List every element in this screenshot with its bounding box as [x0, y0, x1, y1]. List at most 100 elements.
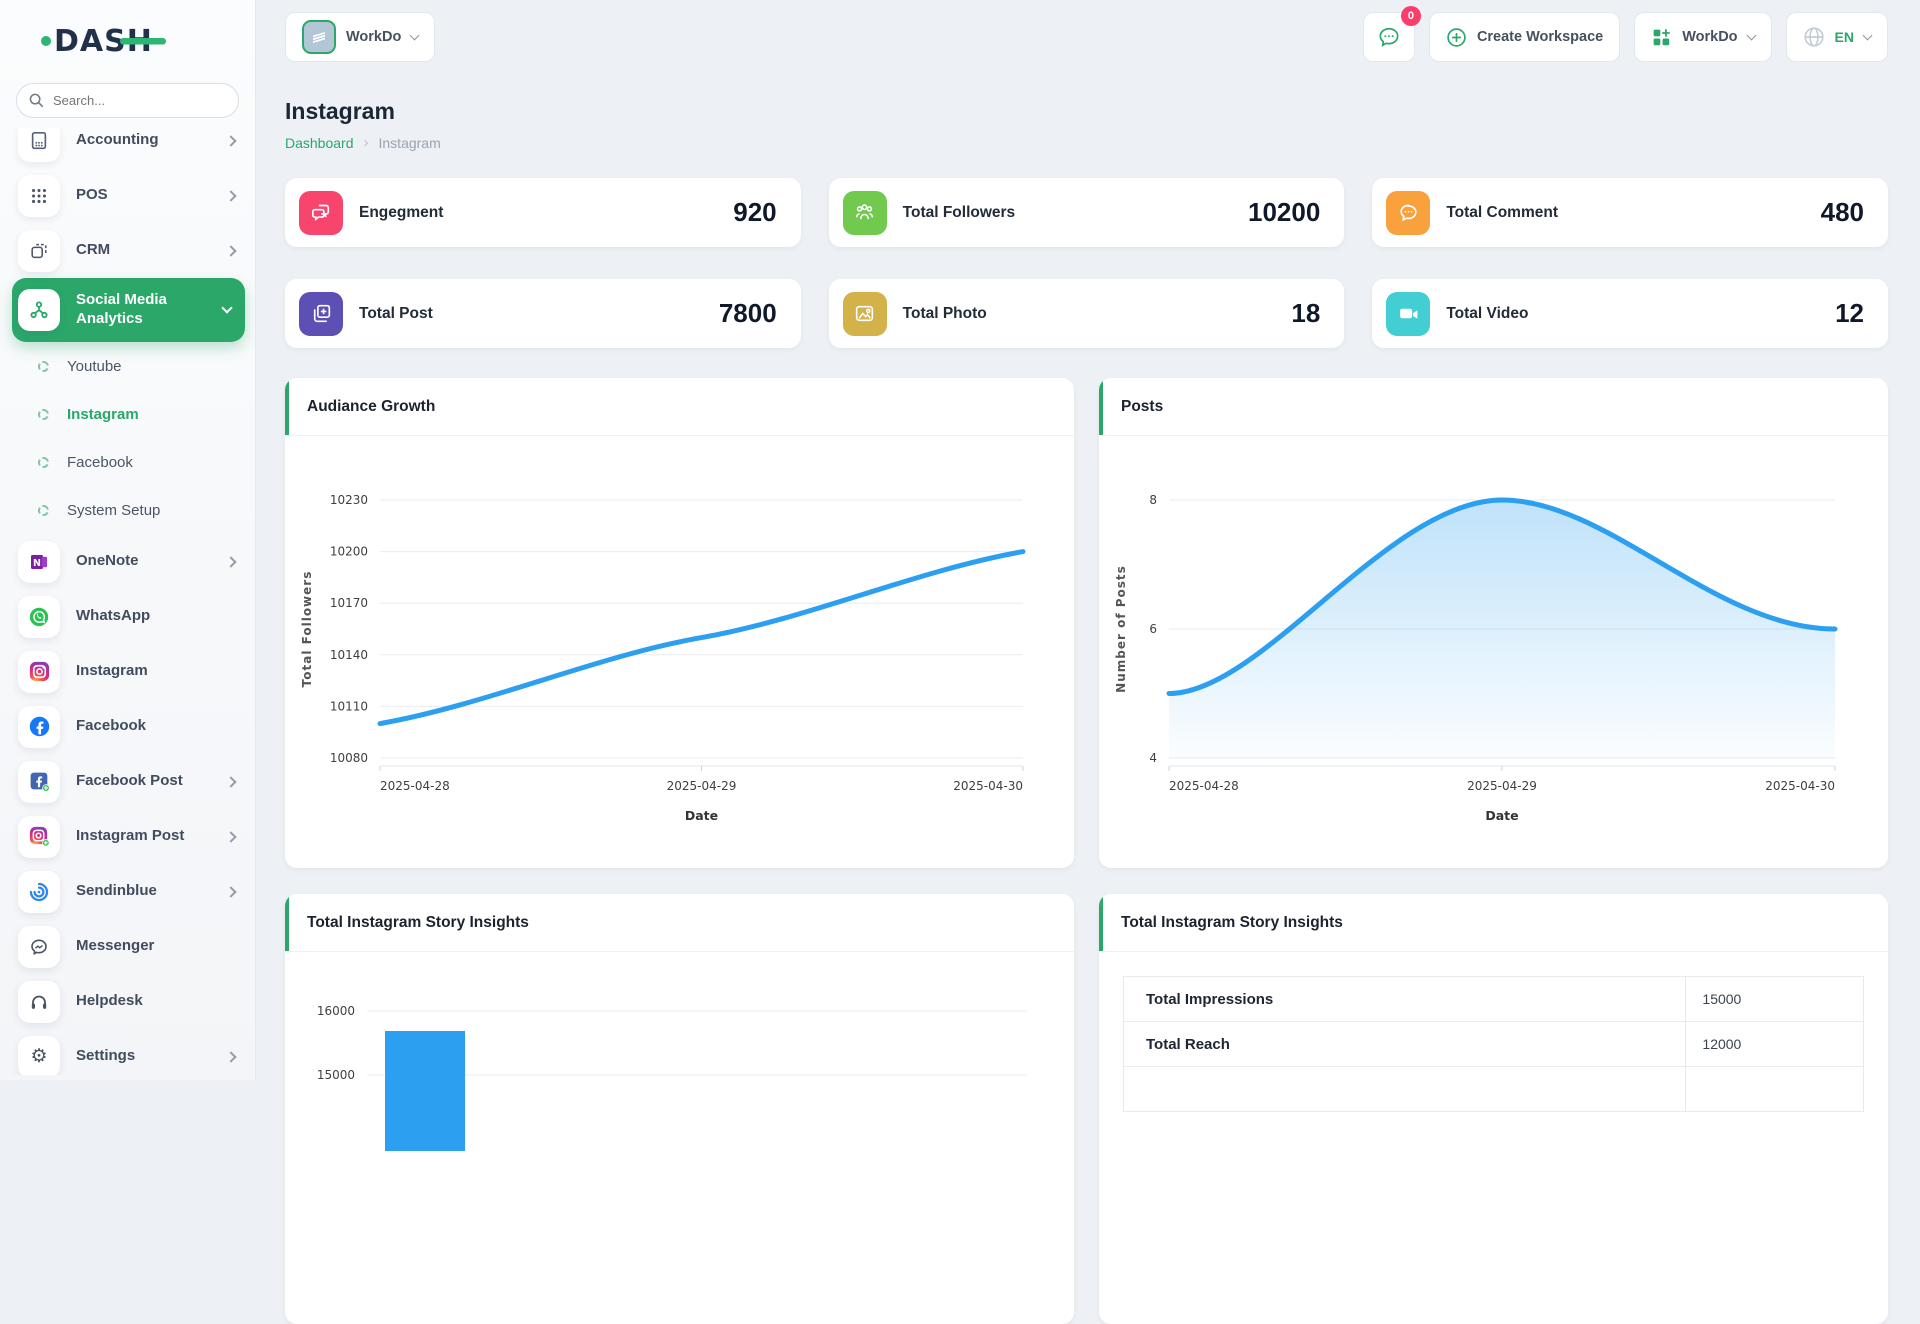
notifications-button[interactable]: 0: [1362, 6, 1421, 62]
sidebar-item-label: WhatsApp: [76, 607, 151, 625]
sidebar-item-instagram-post[interactable]: Instagram Post: [12, 809, 245, 864]
sidebar-subitem-system-setup[interactable]: System Setup: [12, 486, 245, 534]
stat-value: 12: [1835, 298, 1864, 328]
stat-label: Total Video: [1446, 304, 1529, 322]
svg-text:2025-04-30: 2025-04-30: [953, 779, 1023, 793]
svg-text:10140: 10140: [330, 648, 368, 662]
language-code: EN: [1834, 29, 1854, 45]
instagram-icon: [18, 650, 60, 693]
posts-header: Posts: [1099, 378, 1888, 436]
chevron-right-icon: [225, 555, 237, 568]
posts-area-chart[interactable]: 4 6 8 2025-04-28 2025-04-29 2025-04-30 Date Num…: [1099, 436, 1888, 841]
chevron-right-icon: [225, 775, 237, 788]
stat-label: Total Post: [359, 304, 433, 322]
notification-badge: 0: [1400, 6, 1421, 26]
insight-metric: Total Impressions: [1122, 976, 1687, 1022]
chevron-right-icon: [225, 134, 237, 147]
sidebar-item-instagram[interactable]: Instagram: [12, 644, 245, 699]
chevron-down-icon: [221, 302, 233, 314]
page-title: Instagram: [285, 98, 395, 124]
video-icon: [1386, 291, 1431, 336]
sidebar-item-label: Instagram: [76, 662, 148, 680]
circle-plus-icon: [1446, 27, 1467, 48]
breadcrumb-separator: ›: [363, 134, 369, 151]
main-content: WorkDo 0 Create Workspace WorkDo: [255, 0, 1920, 1324]
sidebar-subitem-label: System Setup: [67, 501, 161, 519]
sidebar-item-whatsapp[interactable]: WhatsApp: [12, 589, 245, 644]
svg-text:2025-04-28: 2025-04-28: [1169, 779, 1239, 793]
story-insights-table-card: Total Instagram Story Insights Total Imp…: [1099, 894, 1888, 1324]
workspace-name: WorkDo: [346, 29, 402, 45]
sidebar-item-label: Facebook Post: [76, 772, 183, 790]
workspace-menu-button[interactable]: WorkDo: [1634, 12, 1772, 62]
svg-text:10230: 10230: [330, 493, 368, 507]
svg-text:Date: Date: [1485, 808, 1518, 823]
sidebar-item-settings[interactable]: ⚙ Settings: [12, 1029, 245, 1075]
sidebar-subitem-instagram[interactable]: Instagram: [12, 390, 245, 438]
dashed-circle-icon: [38, 360, 49, 372]
sidebar-subitem-youtube[interactable]: Youtube: [12, 342, 245, 390]
sidebar-item-accounting[interactable]: Accounting: [12, 128, 245, 168]
stat-card-total-comment: Total Comment 480: [1372, 178, 1888, 247]
svg-text:10200: 10200: [330, 545, 368, 559]
svg-text:2025-04-29: 2025-04-29: [667, 779, 737, 793]
engagement-icon: [299, 190, 343, 235]
story-insights-bar-title: Total Instagram Story Insights: [307, 913, 529, 931]
chevron-down-icon: [409, 30, 420, 41]
sidebar-item-label: Messenger: [76, 937, 155, 955]
insight-value: 15000: [1685, 976, 1864, 1022]
sidebar-item-crm[interactable]: CRM: [12, 223, 245, 278]
svg-text:6: 6: [1149, 622, 1157, 636]
dashed-circle-icon: [38, 504, 49, 516]
breadcrumb: Dashboard › Instagram: [285, 134, 1888, 151]
stat-card-engegment: Engegment 920: [285, 178, 801, 247]
sidebar-item-label: Sendinblue: [76, 882, 157, 900]
stat-value: 920: [733, 197, 777, 227]
svg-text:Date: Date: [685, 808, 718, 823]
sidebar-item-sendinblue[interactable]: Sendinblue: [12, 864, 245, 919]
sidebar-subitem-facebook[interactable]: Facebook: [12, 438, 245, 486]
chevron-right-icon: [225, 830, 237, 843]
stat-value: 480: [1820, 197, 1864, 227]
sidebar-item-social-media-analytics[interactable]: Social Media Analytics: [12, 278, 245, 342]
table-row: Total Reach 12000: [1122, 1021, 1864, 1067]
sidebar-item-label: POS: [76, 186, 108, 204]
sidebar-item-label: Helpdesk: [76, 992, 143, 1010]
create-workspace-button[interactable]: Create Workspace: [1428, 12, 1621, 62]
stat-label: Total Photo: [902, 304, 987, 322]
sidebar-item-label: Settings: [76, 1047, 136, 1065]
audience-growth-line-chart[interactable]: 10080 10110 10140 10170 10200 10230 2025-04-28…: [285, 436, 1074, 841]
charts-row: Audiance Growth 10080 10110 10140 10170 1020…: [285, 378, 1888, 868]
sidebar-menu: Accounting POS CRM Social Media Analytics Yo…: [0, 128, 255, 1075]
sidebar-item-label: Instagram Post: [76, 827, 185, 845]
svg-text:16000: 16000: [317, 1004, 355, 1018]
sendinblue-icon: [18, 870, 60, 913]
photo-icon: [842, 291, 887, 336]
language-selector[interactable]: EN: [1785, 12, 1888, 62]
stat-card-total-followers: Total Followers 10200: [828, 178, 1345, 247]
insight-metric: Total Reach: [1122, 1021, 1687, 1067]
messenger-icon: [18, 925, 60, 968]
story-insights-bar-chart[interactable]: 16000 15000: [285, 952, 1074, 1157]
audience-growth-card: Audiance Growth 10080 10110 10140 10170 1020…: [285, 378, 1074, 868]
search-input[interactable]: [16, 83, 239, 118]
chevron-right-icon: [225, 244, 237, 257]
app-logo[interactable]: DASH: [0, 0, 255, 77]
svg-text:15000: 15000: [317, 1068, 355, 1082]
sidebar-item-helpdesk[interactable]: Helpdesk: [12, 974, 245, 1029]
sidebar: DASH Accounting POS CRM Social Media Analyt…: [0, 0, 255, 1080]
svg-text:10170: 10170: [330, 596, 368, 610]
svg-text:Total Followers: Total Followers: [300, 571, 314, 688]
breadcrumb-dashboard-link[interactable]: Dashboard: [285, 134, 354, 151]
svg-text:10080: 10080: [330, 751, 368, 765]
sidebar-item-onenote[interactable]: N OneNote: [12, 534, 245, 589]
chevron-right-icon: [225, 885, 237, 898]
bottom-row: Total Instagram Story Insights 16000 1500…: [285, 894, 1888, 1324]
sidebar-item-pos[interactable]: POS: [12, 168, 245, 223]
workspace-switcher[interactable]: WorkDo: [285, 12, 436, 62]
sidebar-item-messenger[interactable]: Messenger: [12, 919, 245, 974]
sidebar-item-facebook[interactable]: Facebook: [12, 699, 245, 754]
search-icon: [27, 91, 45, 109]
sidebar-item-facebook-post[interactable]: Facebook Post: [12, 754, 245, 809]
stat-value: 18: [1291, 298, 1321, 328]
